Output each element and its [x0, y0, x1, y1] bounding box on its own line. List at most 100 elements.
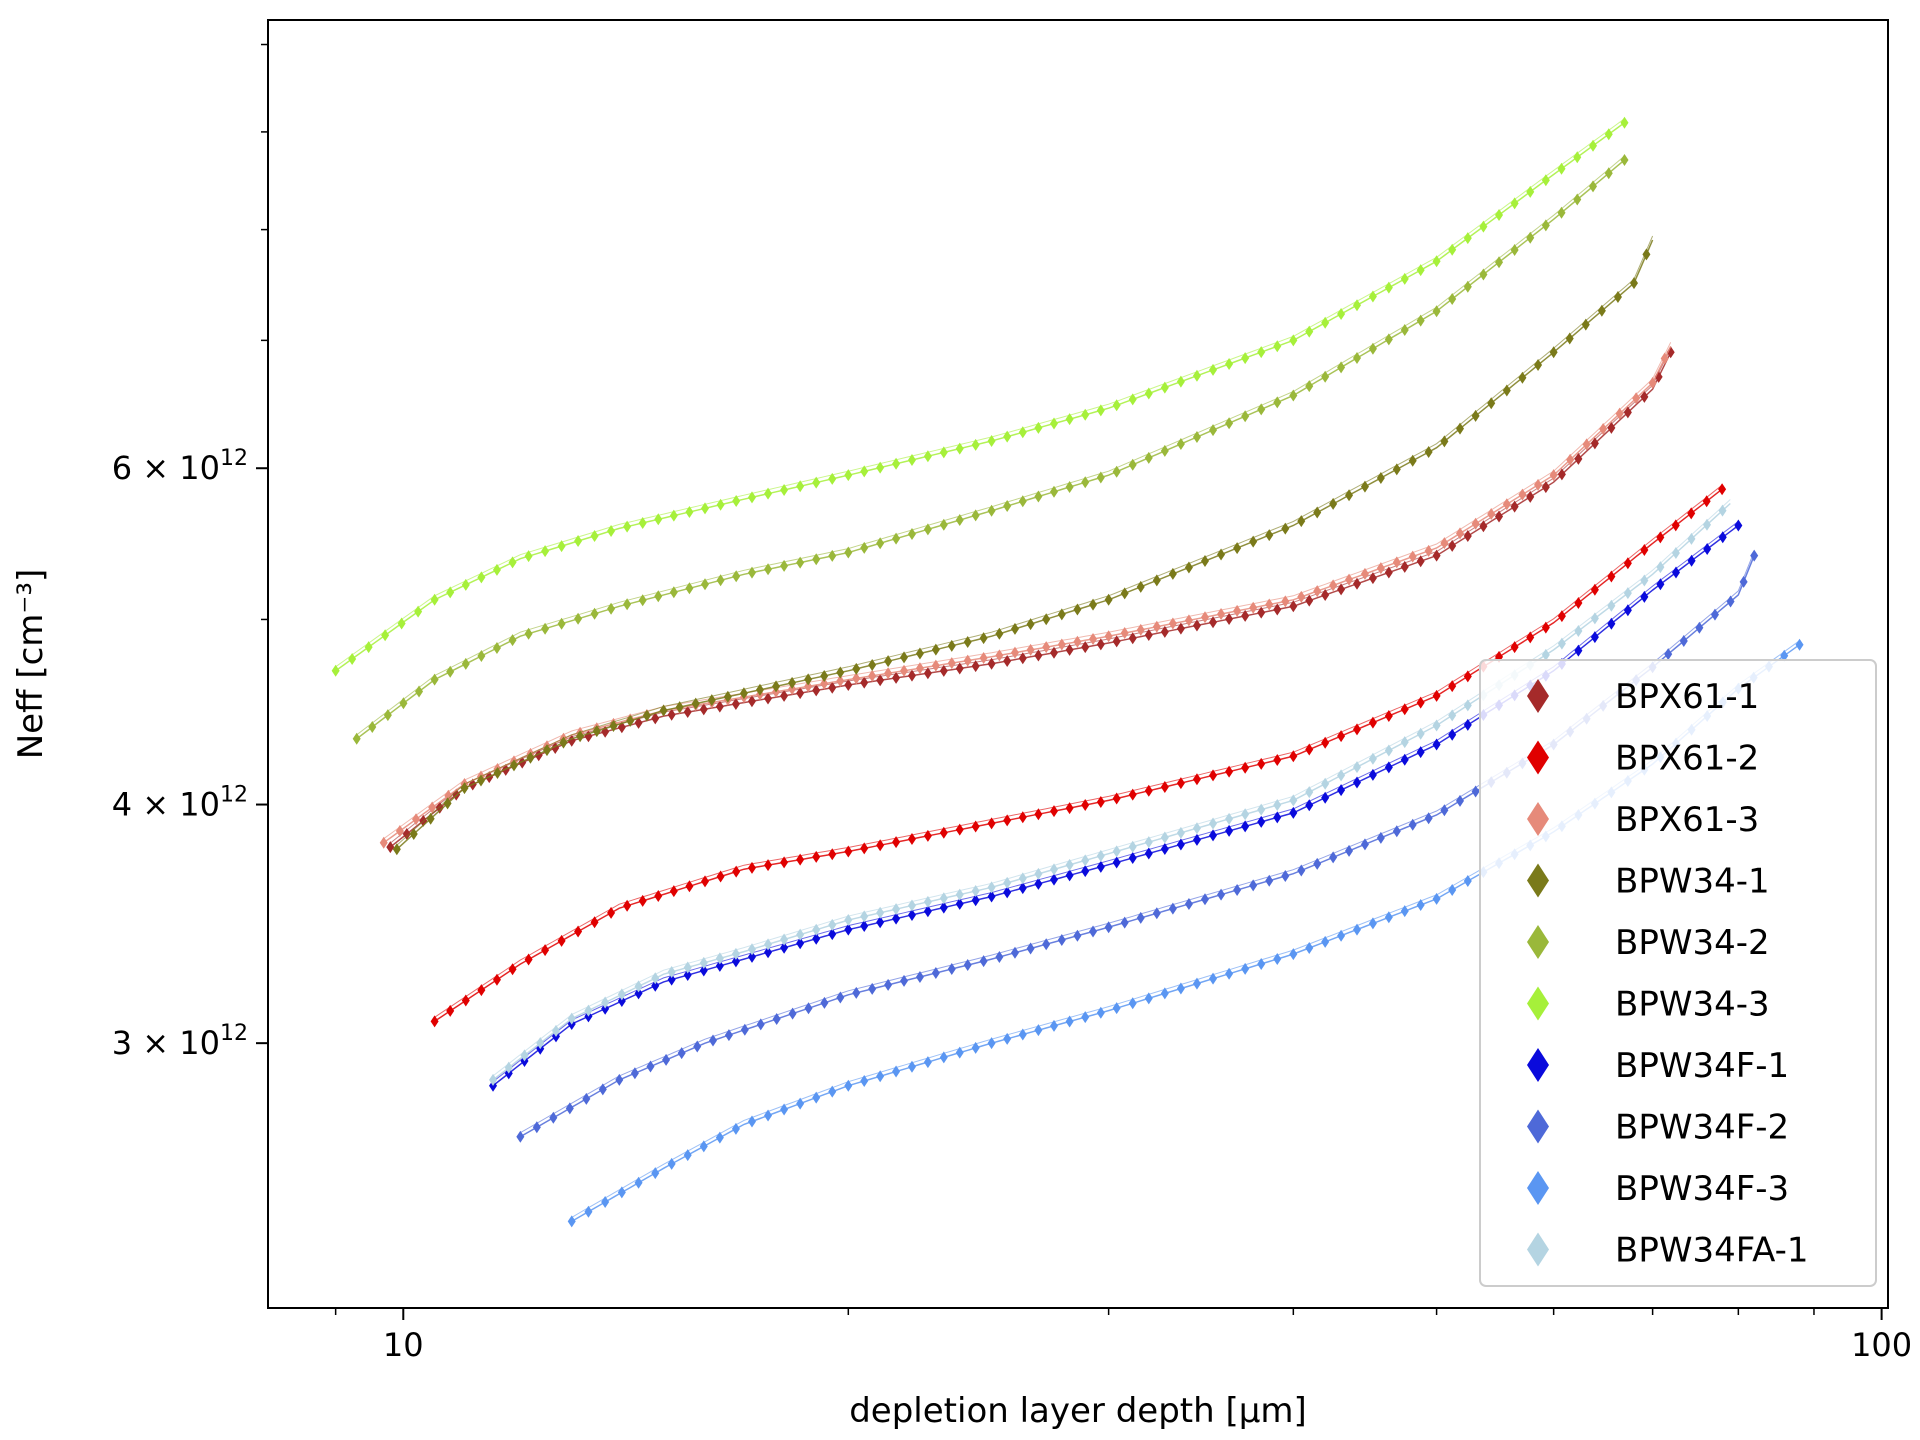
data-point — [623, 899, 632, 912]
data-point — [1096, 849, 1105, 862]
data-point — [955, 823, 964, 836]
data-point — [601, 1196, 610, 1209]
data-point — [1679, 634, 1688, 647]
data-point — [584, 1205, 593, 1218]
legend-item: BPX61-1 — [1527, 677, 1759, 717]
data-point — [1440, 537, 1449, 550]
series-BPX61-2 — [430, 483, 1727, 1028]
data-point — [541, 944, 550, 957]
data-point — [1128, 788, 1137, 801]
data-point — [1345, 573, 1354, 586]
data-point — [1273, 754, 1282, 767]
data-point — [1042, 613, 1051, 626]
data-point — [939, 1051, 948, 1064]
data-point — [683, 969, 692, 982]
data-point — [892, 671, 901, 684]
data-point — [987, 881, 996, 894]
data-point — [1353, 723, 1362, 736]
x-axis-title: depletion layer depth [µm] — [849, 1391, 1307, 1431]
data-point — [1112, 792, 1121, 805]
data-point — [1718, 531, 1727, 544]
data-point — [1200, 611, 1209, 624]
data-point — [780, 689, 789, 702]
legend-marker — [1527, 1109, 1549, 1144]
data-point — [788, 676, 797, 689]
y-tick-exponent: 12 — [220, 1021, 248, 1046]
data-point — [1265, 529, 1274, 542]
data-point — [923, 829, 932, 842]
data-point — [1273, 953, 1282, 966]
data-point — [1160, 381, 1169, 394]
data-point — [1384, 333, 1393, 346]
data-point — [1329, 497, 1338, 510]
data-point — [1192, 431, 1201, 444]
data-point — [715, 700, 724, 713]
legend-item: BPW34FA-1 — [1527, 1231, 1809, 1271]
data-point — [979, 632, 988, 645]
data-point — [609, 719, 618, 732]
data-point — [477, 571, 486, 584]
data-point — [1590, 437, 1599, 450]
data-point — [907, 453, 916, 466]
data-point — [598, 1083, 607, 1096]
data-point — [923, 667, 932, 680]
data-point — [1456, 422, 1465, 435]
data-point — [1541, 481, 1550, 494]
data-point — [1050, 485, 1059, 498]
data-point — [1273, 603, 1282, 616]
data-point — [446, 1004, 455, 1017]
data-point — [1081, 641, 1090, 654]
data-point — [646, 1060, 655, 1073]
data-point — [747, 950, 756, 963]
data-point — [828, 928, 837, 941]
data-point — [939, 446, 948, 459]
data-point — [1448, 539, 1457, 552]
data-point — [1432, 892, 1441, 905]
data-point — [386, 841, 395, 854]
legend: BPX61-1 BPX61-2 BPX61-3 BPW34-1 BPW34-2 BPW34… — [1479, 659, 1877, 1287]
data-point — [1104, 630, 1113, 643]
data-point — [1209, 616, 1218, 629]
data-point — [900, 974, 909, 987]
data-point — [1360, 480, 1369, 493]
data-point — [634, 716, 643, 729]
data-point — [1345, 489, 1354, 502]
data-point — [383, 709, 392, 722]
data-point — [651, 979, 660, 992]
data-point — [764, 487, 773, 500]
data-point — [1376, 471, 1385, 484]
data-point — [1518, 488, 1527, 501]
data-point — [860, 541, 869, 554]
data-point — [1574, 624, 1583, 637]
data-point — [1734, 519, 1743, 532]
x-tick-label: 10 — [383, 1326, 424, 1364]
data-point — [1010, 646, 1019, 659]
data-point — [1640, 390, 1649, 403]
data-point — [1321, 370, 1330, 383]
data-point — [518, 756, 527, 769]
data-point — [683, 706, 692, 719]
data-point — [1510, 243, 1519, 256]
data-point — [1471, 409, 1480, 422]
data-point — [892, 903, 901, 916]
data-point — [590, 916, 599, 929]
data-point — [780, 856, 789, 869]
series-line-offset-BPW34-3 — [335, 118, 1625, 668]
data-point — [1225, 613, 1234, 626]
data-point — [1160, 842, 1169, 855]
data-point — [1573, 193, 1582, 206]
data-point — [1549, 346, 1558, 359]
data-point — [492, 642, 501, 655]
data-point — [1368, 768, 1377, 781]
data-point — [1200, 555, 1209, 568]
series-BPW34-3 — [331, 116, 1629, 677]
data-point — [772, 1012, 781, 1025]
data-point — [1400, 905, 1409, 918]
data-point — [1448, 680, 1457, 693]
data-point — [1003, 500, 1012, 513]
data-point — [1289, 334, 1298, 347]
data-point — [446, 586, 455, 599]
legend-item: BPW34-2 — [1527, 923, 1770, 963]
y-tick-times: × 10 — [132, 786, 220, 824]
data-point — [1233, 604, 1242, 617]
